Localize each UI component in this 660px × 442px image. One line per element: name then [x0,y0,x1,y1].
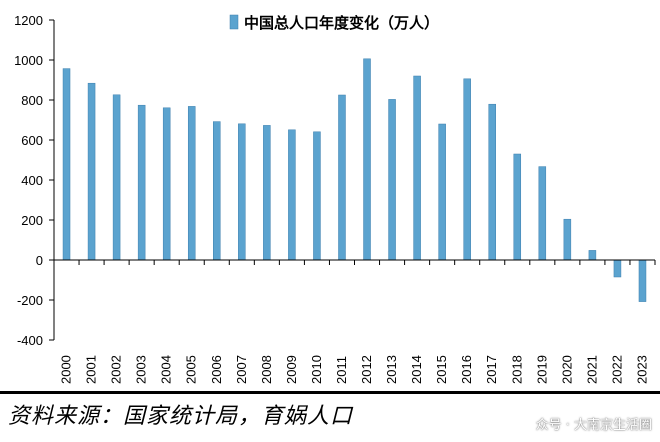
bar-2013 [388,99,396,261]
x-tick-label: 2015 [434,355,449,384]
bar-2022 [613,259,622,278]
x-tick-label: 2005 [184,355,199,384]
divider [0,391,660,394]
bar-2000 [62,68,71,261]
y-tick-label: 0 [36,253,43,268]
bar-2016 [463,78,471,261]
bar-2008 [263,125,271,261]
x-tick-label: 2020 [559,355,574,384]
x-tick-label: 2003 [134,355,149,384]
bar-2001 [87,82,96,261]
x-tick-label: 2021 [584,355,599,384]
y-tick-label: 1000 [14,53,43,68]
bar-2020 [563,218,572,261]
bar-2018 [513,153,522,261]
bar-2014 [413,75,421,261]
bar-2010 [313,131,321,261]
bar-2005 [187,106,196,261]
y-tick-label: 200 [21,213,43,228]
bar-2009 [288,129,296,261]
x-tick-label: 2009 [284,355,299,384]
y-tick-label: -400 [17,333,43,348]
bar-2011 [338,94,346,261]
bar-2017 [488,103,496,261]
x-tick-label: 2018 [509,355,524,384]
x-tick-label: 2017 [484,355,499,384]
bar-2012 [363,58,371,261]
x-tick-label: 2022 [609,355,624,384]
bar-2019 [538,166,547,261]
bar-2021 [588,250,597,261]
watermark: 众号 · 大南京生活圈 [535,418,652,433]
y-tick-label: -200 [17,293,43,308]
bars [62,58,647,302]
x-tick-label: 2008 [259,355,274,384]
x-tick-label: 2007 [234,355,249,384]
x-tick-label: 2019 [534,355,549,384]
bar-2003 [137,104,146,261]
x-tick-label: 2010 [309,355,324,384]
legend-swatch [229,14,239,30]
bar-2006 [213,121,221,261]
x-tick-label: 2014 [409,355,424,384]
x-tick-label: 2004 [159,355,174,384]
x-tick-label: 2001 [84,355,99,384]
x-tick-label: 2000 [59,355,74,384]
x-tick-label: 2012 [359,355,374,384]
x-tick-label: 2002 [109,355,124,384]
x-tick-label: 2013 [384,355,399,384]
bar-2023 [638,259,647,302]
bar-2015 [438,123,446,261]
y-tick-label: 800 [21,93,43,108]
bar-2004 [162,107,171,261]
source-note: 资料来源：国家统计局，育娲人口 [8,404,354,429]
x-tick-label: 2023 [634,355,649,384]
x-tick-label: 2011 [334,356,349,384]
bar-2002 [112,94,121,261]
y-tick-label: 400 [21,173,43,188]
legend: 中国总人口年度变化（万人） [229,14,439,32]
y-tick-label: 1200 [14,13,43,28]
bar-2007 [238,123,246,261]
x-axis: 2000 2001 2002 2003 2004 2005 2006 2007 2008 2009… [53,259,656,384]
x-tick-label: 2006 [209,355,224,384]
y-axis: -400 -200 0 200 400 600 800 1000 1200 [14,13,55,348]
x-tick-label: 2016 [459,355,474,384]
legend-label: 中国总人口年度变化（万人） [244,14,439,32]
y-tick-label: 600 [21,133,43,148]
